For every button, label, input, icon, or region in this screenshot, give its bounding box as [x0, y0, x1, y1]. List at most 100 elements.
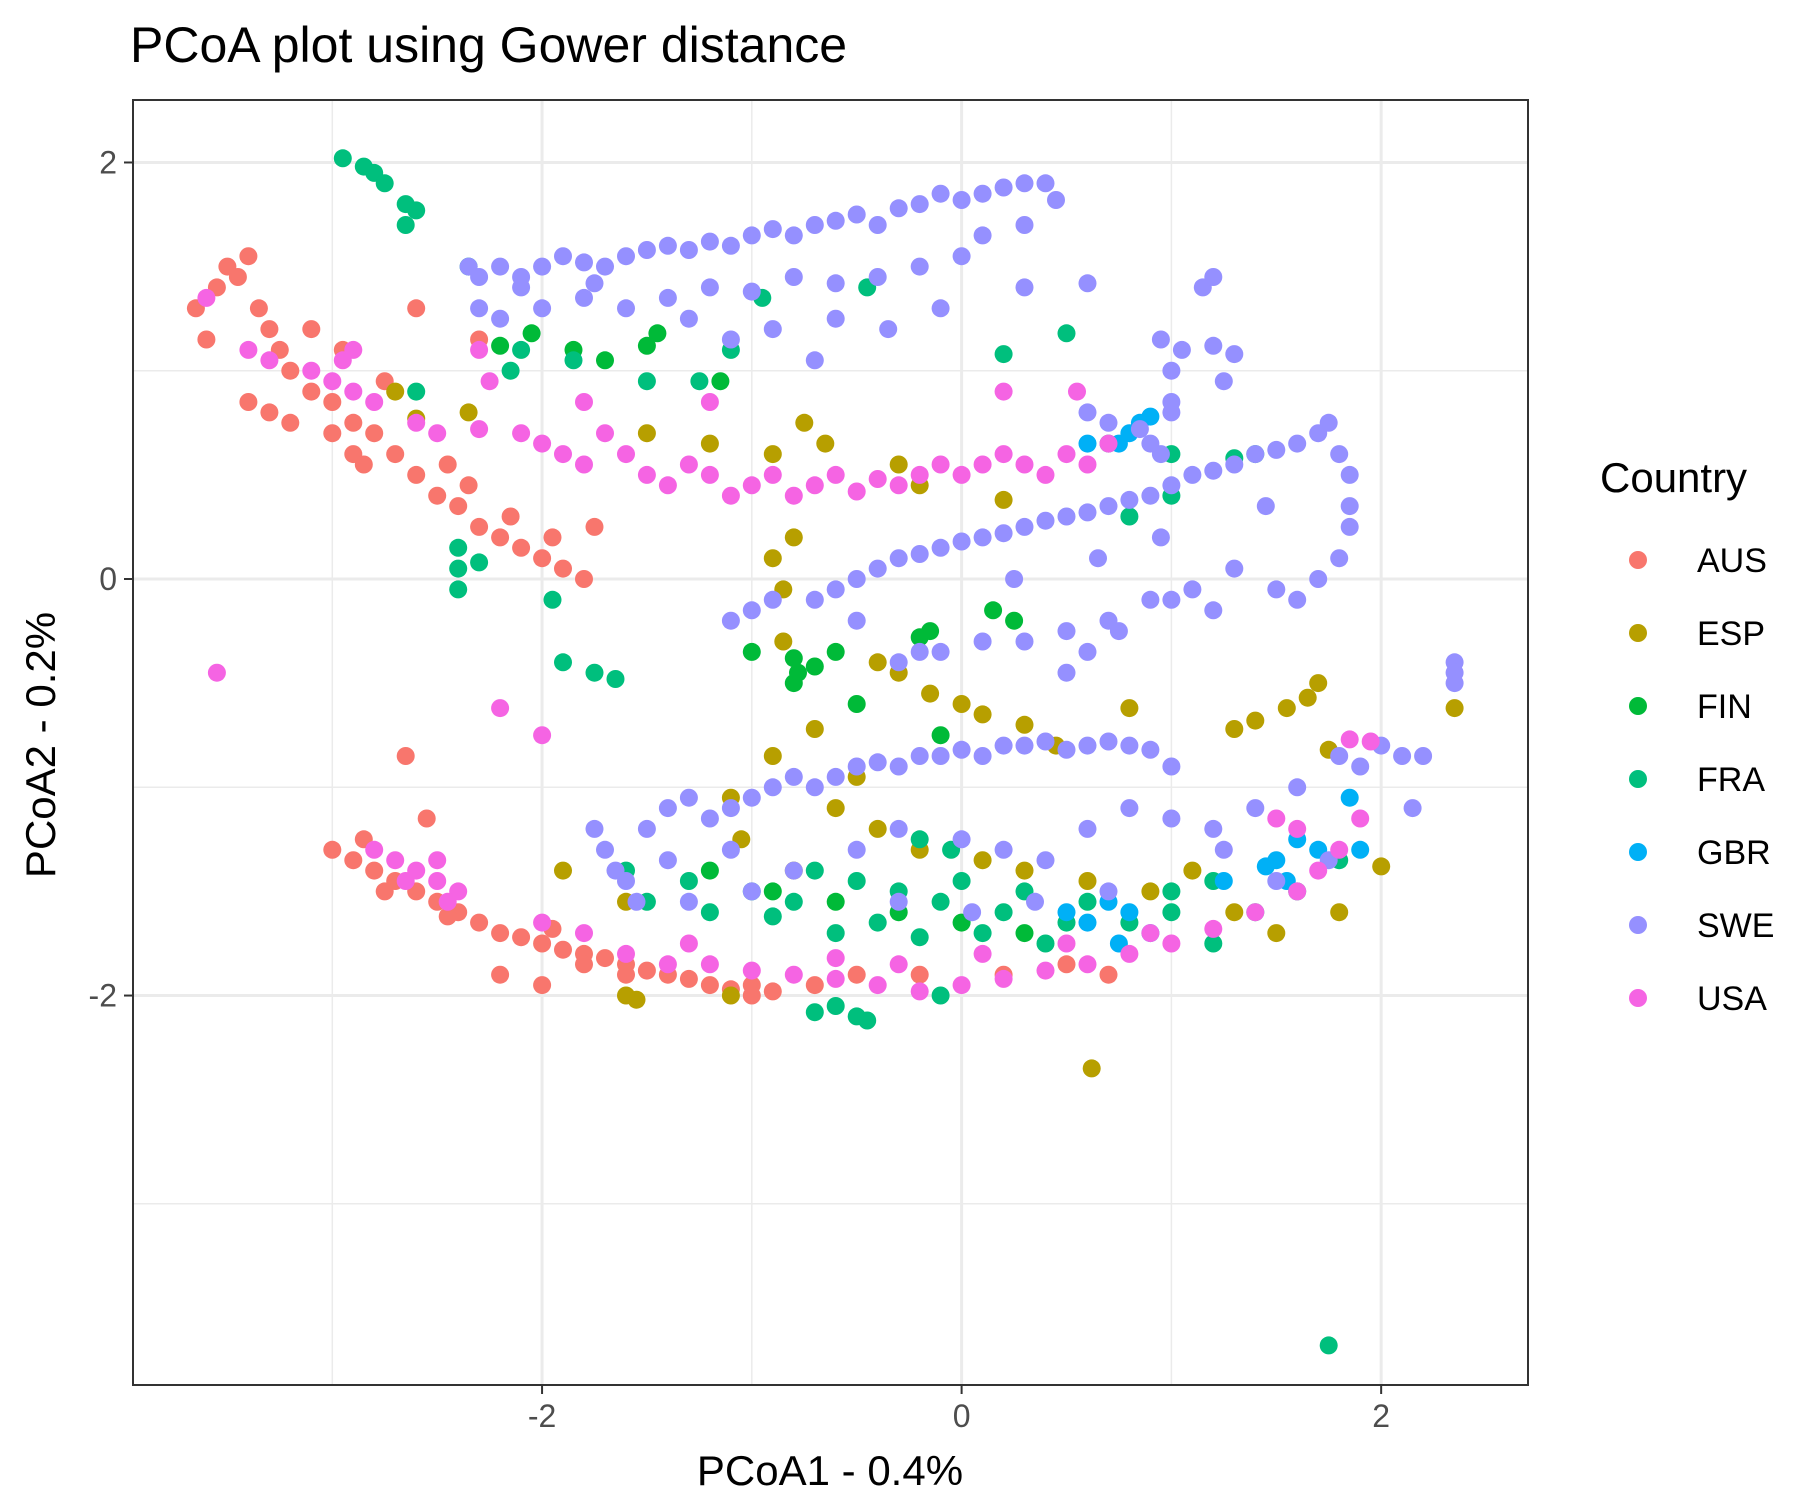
data-point [554, 861, 572, 880]
data-point [554, 445, 572, 464]
data-point [585, 517, 604, 536]
data-point [386, 445, 405, 464]
data-point [679, 309, 698, 328]
data-point [1036, 732, 1055, 751]
data-point [1120, 490, 1139, 509]
data-point [1372, 857, 1391, 876]
data-point [344, 382, 363, 401]
legend-key [1629, 916, 1647, 934]
data-point [1057, 324, 1076, 343]
data-point [847, 611, 866, 630]
data-point [1288, 590, 1307, 609]
data-point [763, 445, 782, 464]
data-point [386, 382, 405, 401]
data-point [1246, 711, 1265, 730]
data-point [994, 382, 1013, 401]
data-point [1120, 699, 1139, 718]
data-point [973, 944, 992, 963]
data-point [679, 969, 698, 988]
data-point [868, 753, 887, 772]
data-point [407, 299, 426, 318]
data-point [889, 819, 908, 838]
data-point [239, 393, 258, 411]
data-point [910, 982, 929, 1001]
data-point [438, 892, 457, 911]
data-point [910, 928, 929, 947]
data-point [774, 632, 793, 651]
data-point [763, 907, 782, 926]
data-point [617, 986, 635, 1005]
data-point [1330, 840, 1349, 859]
data-point [554, 559, 572, 578]
data-point [1015, 736, 1034, 755]
data-point [428, 486, 447, 505]
data-point [1078, 955, 1097, 974]
data-point [868, 819, 887, 838]
data-point [533, 726, 552, 745]
data-point [868, 268, 887, 286]
data-point [1120, 903, 1139, 922]
data-point [952, 532, 971, 551]
data-point [1099, 413, 1118, 432]
data-point [1204, 819, 1223, 838]
data-point [1330, 747, 1349, 765]
data-point [952, 740, 971, 759]
data-point [1141, 740, 1160, 759]
data-point [973, 184, 992, 203]
data-point [847, 872, 866, 890]
data-point [1225, 903, 1244, 922]
legend-label: FIN [1697, 688, 1752, 726]
data-point [1078, 892, 1097, 911]
data-point [784, 226, 803, 245]
data-point [763, 320, 782, 339]
data-point [1162, 403, 1181, 422]
data-point [1099, 434, 1118, 453]
legend-item-fin: FIN [1629, 688, 1752, 726]
data-point [1340, 788, 1359, 807]
data-point [1015, 517, 1034, 536]
data-point [1183, 580, 1202, 599]
data-point [470, 299, 489, 318]
data-point [1036, 934, 1055, 953]
data-point [1109, 622, 1128, 641]
legend-key [1629, 770, 1647, 788]
data-point [973, 226, 992, 245]
data-point [700, 278, 719, 297]
data-point [1319, 413, 1338, 432]
data-point [1277, 699, 1296, 718]
data-point [1120, 736, 1139, 755]
data-point [721, 611, 740, 630]
legend-items: AUS ESP FIN FRA GBR SWE USA [1629, 542, 1774, 1018]
data-point [1089, 549, 1107, 568]
data-point [868, 559, 887, 578]
data-point [1099, 497, 1118, 516]
legend: Country AUS ESP FIN FRA GBR SWE USA [1600, 454, 1774, 1018]
data-point [700, 393, 719, 411]
data-point [1225, 720, 1244, 738]
data-point [554, 247, 572, 266]
series-usa [197, 288, 1380, 1001]
data-point [847, 570, 866, 588]
data-point [575, 955, 593, 974]
data-point [365, 393, 384, 411]
data-point [207, 663, 226, 682]
data-point [1162, 809, 1181, 828]
data-point [679, 455, 698, 474]
legend-key [1629, 551, 1647, 569]
data-point [596, 840, 614, 859]
data-point [1078, 736, 1097, 755]
data-point [1057, 663, 1076, 682]
data-point [910, 747, 929, 765]
data-point [763, 747, 782, 765]
data-point [596, 424, 614, 443]
data-point [1015, 715, 1034, 734]
data-point [889, 892, 908, 911]
data-point [742, 961, 761, 980]
data-point [700, 903, 719, 922]
data-point [396, 747, 415, 765]
data-point [459, 476, 478, 495]
data-point [994, 445, 1013, 464]
data-point [879, 320, 898, 339]
data-point [365, 840, 384, 859]
data-point [260, 351, 279, 370]
